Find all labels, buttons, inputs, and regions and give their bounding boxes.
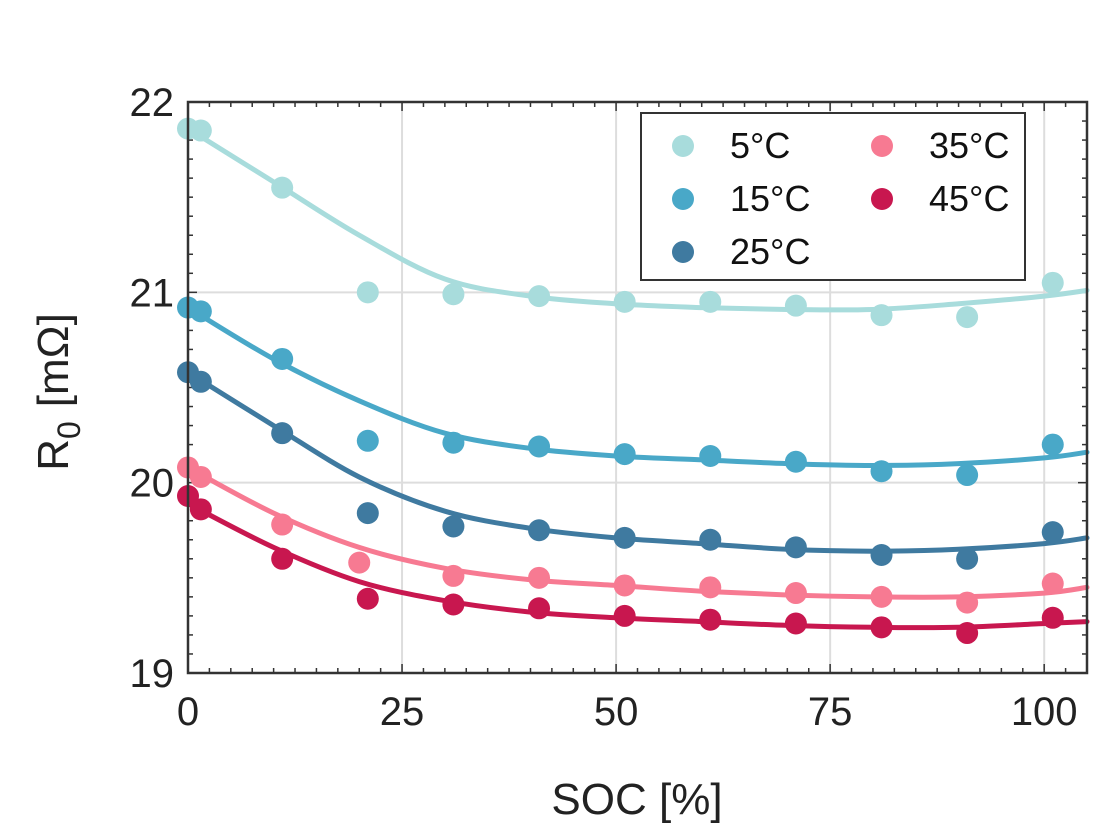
- y-tick-label: 22: [130, 81, 175, 125]
- legend-label: 25°C: [730, 231, 810, 272]
- data-point-series-4: [442, 593, 465, 616]
- data-point-series-1: [699, 445, 722, 468]
- data-point-series-4: [189, 498, 212, 521]
- fit-curve-series-0: [185, 126, 1090, 313]
- data-point-series-3: [784, 582, 807, 605]
- data-point-series-3: [1041, 572, 1064, 595]
- data-point-series-1: [189, 300, 212, 323]
- data-point-series-2: [528, 519, 551, 542]
- data-point-series-4: [956, 622, 979, 645]
- data-point-series-0: [956, 306, 979, 329]
- x-tick-label: 0: [177, 690, 199, 734]
- y-tick-label: 19: [130, 652, 175, 696]
- legend-marker: [672, 135, 694, 157]
- data-point-series-4: [613, 604, 636, 627]
- data-point-series-0: [870, 304, 893, 327]
- data-points: [177, 117, 1064, 645]
- fit-curve-series-3: [185, 464, 1090, 600]
- data-point-series-4: [870, 616, 893, 639]
- x-tick-label: 50: [594, 690, 639, 734]
- legend-label: 35°C: [929, 125, 1009, 166]
- data-point-series-3: [348, 551, 371, 574]
- data-point-series-0: [442, 283, 465, 306]
- y-tick-labels: 19 20 21 22: [130, 81, 175, 696]
- data-point-series-1: [271, 347, 294, 370]
- data-point-series-0: [784, 294, 807, 317]
- data-point-series-2: [784, 536, 807, 559]
- data-point-series-1: [356, 429, 379, 452]
- data-point-series-3: [699, 576, 722, 599]
- x-tick-label: 75: [808, 690, 853, 734]
- data-point-series-0: [699, 290, 722, 313]
- y-axis-label: R0 [mΩ]: [29, 313, 87, 471]
- data-point-series-2: [870, 543, 893, 566]
- y-axis-label-subscript: 0: [51, 421, 87, 439]
- data-point-series-1: [613, 443, 636, 466]
- data-point-series-2: [956, 547, 979, 570]
- y-axis-label-unit: [mΩ]: [29, 313, 78, 407]
- legend-box: [640, 112, 1026, 281]
- data-point-series-4: [699, 608, 722, 631]
- x-axis-label: SOC [%]: [551, 775, 722, 824]
- data-point-series-0: [528, 285, 551, 308]
- legend-label: 45°C: [929, 178, 1009, 219]
- data-point-series-2: [356, 502, 379, 525]
- data-point-series-3: [189, 465, 212, 488]
- data-point-series-1: [1041, 433, 1064, 456]
- x-tick-label: 25: [380, 690, 425, 734]
- data-point-series-1: [528, 435, 551, 458]
- legend-label: 15°C: [730, 178, 810, 219]
- data-point-series-2: [1041, 521, 1064, 544]
- data-point-series-2: [442, 515, 465, 538]
- legend: 5°C 15°C 25°C 35°C 45°C: [640, 112, 1026, 281]
- data-point-series-0: [1041, 271, 1064, 294]
- data-point-series-3: [956, 591, 979, 614]
- y-tick-label: 20: [130, 462, 175, 506]
- fit-curve-series-1: [185, 305, 1090, 469]
- data-point-series-4: [356, 587, 379, 610]
- data-point-series-1: [784, 450, 807, 473]
- fit-curve-series-4: [185, 501, 1090, 631]
- data-point-series-4: [784, 612, 807, 635]
- legend-marker: [871, 135, 893, 157]
- data-point-series-1: [956, 464, 979, 487]
- data-point-series-1: [442, 431, 465, 454]
- data-point-series-3: [528, 566, 551, 589]
- data-point-series-4: [528, 597, 551, 620]
- data-point-series-3: [613, 574, 636, 597]
- data-point-series-4: [271, 547, 294, 570]
- x-tick-labels: 0 25 50 75 100: [177, 690, 1078, 734]
- data-point-series-1: [870, 460, 893, 483]
- y-axis-label-main: R: [29, 439, 78, 471]
- data-point-series-0: [189, 119, 212, 142]
- legend-marker: [871, 188, 893, 210]
- data-point-series-2: [271, 422, 294, 445]
- data-point-series-0: [356, 281, 379, 304]
- plot-area-frame: [186, 100, 1089, 675]
- fit-curve-series-2: [185, 369, 1090, 554]
- data-point-series-0: [271, 176, 294, 199]
- legend-marker: [672, 188, 694, 210]
- data-point-series-2: [189, 370, 212, 393]
- data-point-series-3: [442, 564, 465, 587]
- data-point-series-3: [870, 585, 893, 608]
- y-tick-label: 21: [130, 271, 175, 315]
- legend-label: 5°C: [730, 125, 790, 166]
- legend-marker: [672, 241, 694, 263]
- svg-text:R0[mΩ]: R0 [mΩ]: [29, 313, 87, 471]
- x-tick-label: 100: [1011, 690, 1078, 734]
- data-point-series-4: [1041, 606, 1064, 629]
- data-point-series-2: [699, 528, 722, 551]
- data-point-series-2: [613, 526, 636, 549]
- data-point-series-0: [613, 290, 636, 313]
- data-point-series-3: [271, 513, 294, 536]
